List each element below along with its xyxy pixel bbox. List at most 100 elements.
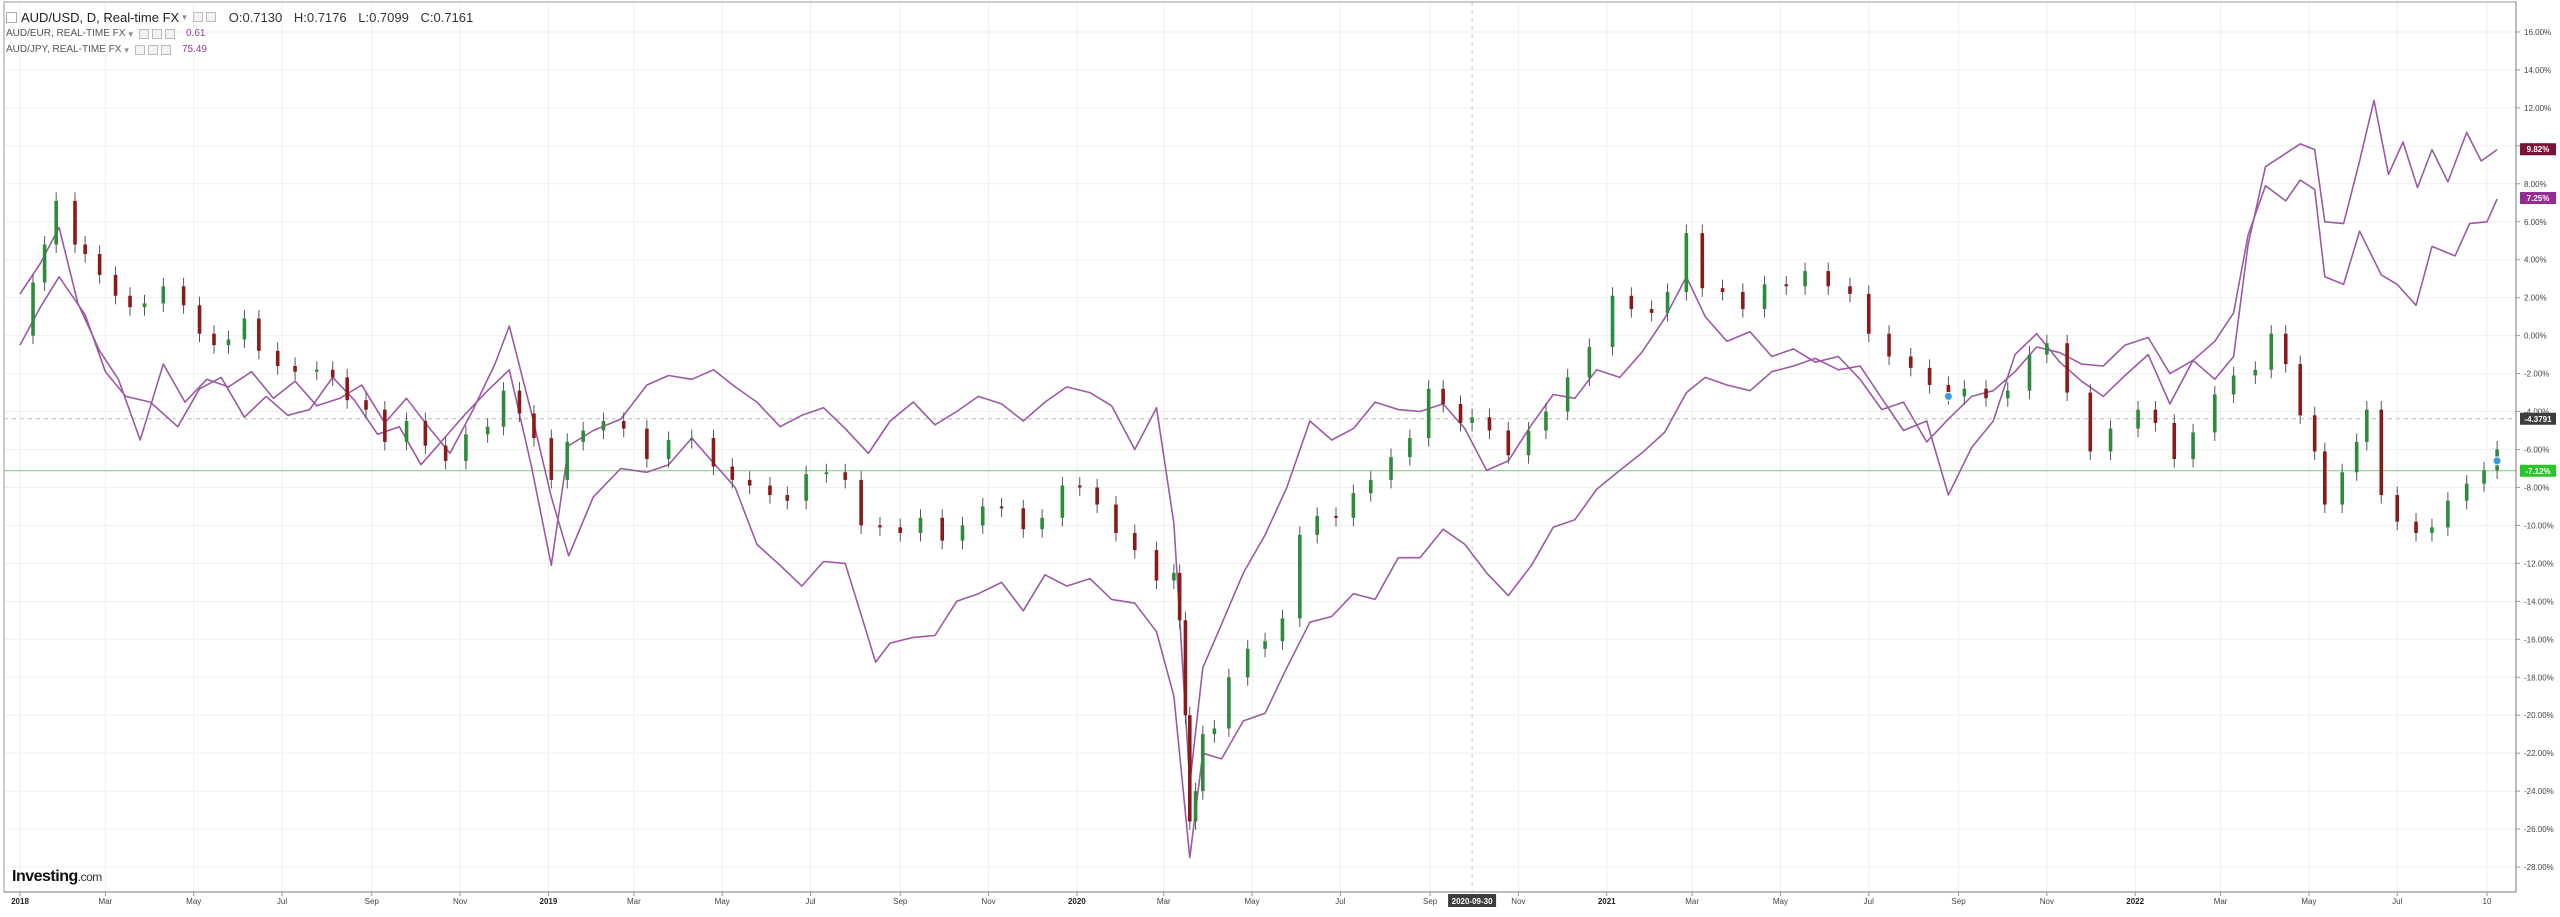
candle xyxy=(2482,470,2486,484)
candle xyxy=(1587,347,1592,378)
candle xyxy=(181,286,186,306)
y-tick-label: 0.00% xyxy=(2524,332,2547,341)
candle xyxy=(2191,432,2195,459)
candle xyxy=(2340,472,2344,505)
candle xyxy=(1762,284,1767,310)
candle xyxy=(2446,500,2450,528)
chart-legend: AUD/USD, D, Real-time FX ▾ O:0.7130 H:0.… xyxy=(6,8,481,58)
candle xyxy=(2172,422,2177,459)
candle xyxy=(898,527,903,534)
candle xyxy=(2323,451,2327,505)
x-tick-label: Nov xyxy=(981,897,995,906)
x-tick-label: May xyxy=(2301,897,2316,906)
candle xyxy=(1183,620,1188,716)
x-tick-label: 10 xyxy=(2483,897,2492,906)
y-tick-label: 6.00% xyxy=(2524,218,2547,227)
crosshair-date-text: 2020-09-30 xyxy=(1452,897,1493,906)
x-tick-label: Nov xyxy=(2040,897,2054,906)
legend-compare-value: 75.49 xyxy=(181,44,207,55)
price-tag-current xyxy=(2520,464,2556,477)
x-tick-label: Sep xyxy=(1423,897,1438,906)
candle xyxy=(1426,388,1431,439)
legend-ohlc: O:0.7130 H:0.7176 L:0.7099 C:0.7161 xyxy=(229,11,482,24)
legend-compare-symbol[interactable]: AUD/JPY, REAL-TIME FX xyxy=(6,44,122,55)
last-price-marker[interactable] xyxy=(2492,456,2502,466)
y-tick-label: -12.00% xyxy=(2524,559,2554,568)
legend-main-row[interactable]: AUD/USD, D, Real-time FX ▾ O:0.7130 H:0.… xyxy=(6,8,481,26)
candle xyxy=(1193,791,1198,822)
x-tick-label: May xyxy=(1773,897,1788,906)
candle xyxy=(1172,572,1176,581)
collapse-icon[interactable] xyxy=(6,11,17,23)
crosshair-date-tag xyxy=(1448,894,1497,907)
candle xyxy=(2354,441,2359,473)
candle xyxy=(1649,309,1654,313)
candle xyxy=(1334,515,1338,518)
close-icon[interactable] xyxy=(160,45,171,55)
legend-compare-symbol[interactable]: AUD/EUR, REAL-TIME FX xyxy=(6,28,126,39)
settings-icon[interactable] xyxy=(134,45,145,55)
candle xyxy=(330,369,335,378)
candle xyxy=(2045,343,2049,355)
close-icon[interactable] xyxy=(165,29,175,39)
y-tick-label: 12.00% xyxy=(2524,104,2551,113)
candle xyxy=(345,377,349,401)
legend-compare-row[interactable]: AUD/JPY, REAL-TIME FX ▾ 75.49 xyxy=(6,42,481,58)
y-tick-label: -14.00% xyxy=(2524,597,2554,606)
candle xyxy=(999,506,1004,509)
caret-down-icon[interactable]: ▾ xyxy=(124,44,129,55)
y-axis: 16.00%14.00%12.00%10.00%8.00%6.00%4.00%2… xyxy=(2516,28,2554,872)
legend-main-symbol[interactable]: AUD/USD, D, Real-time FX xyxy=(21,9,180,25)
price-tag-eur xyxy=(2520,143,2556,156)
candle xyxy=(1984,388,1988,399)
x-tick-label: Jul xyxy=(1335,897,1345,906)
settings-icon[interactable] xyxy=(192,12,203,22)
x-tick-label: Sep xyxy=(365,897,380,906)
candle xyxy=(97,254,102,275)
candle xyxy=(1060,485,1065,518)
candle xyxy=(1927,367,1932,385)
x-tick-label: Nov xyxy=(1511,897,1525,906)
candle xyxy=(1665,291,1670,313)
x-tick-label: Jul xyxy=(277,897,287,906)
candle xyxy=(1684,233,1689,292)
candle xyxy=(1132,533,1137,551)
x-tick-label: Mar xyxy=(627,897,641,906)
x-tick-label: Sep xyxy=(1951,897,1966,906)
candle xyxy=(918,517,923,534)
candle xyxy=(980,506,985,526)
candle xyxy=(804,474,808,501)
x-tick-label: 2021 xyxy=(1598,897,1616,906)
caret-down-icon[interactable]: ▾ xyxy=(128,28,133,39)
candle xyxy=(226,339,231,346)
candle xyxy=(2153,409,2158,423)
candle xyxy=(1408,438,1412,458)
candle xyxy=(1848,286,1852,294)
eye-icon[interactable] xyxy=(152,29,162,39)
legend-compare-row[interactable]: AUD/EUR, REAL-TIME FX ▾ 0.61 xyxy=(6,26,481,42)
x-tick-label: 2022 xyxy=(2126,897,2144,906)
y-tick-label: -4.00% xyxy=(2524,408,2549,417)
legend-open: O:0.7130 xyxy=(228,9,283,25)
brand-logo: Investing.com xyxy=(12,868,102,886)
x-tick-label: 2020 xyxy=(1068,897,1086,906)
eye-icon[interactable] xyxy=(205,12,216,22)
event-marker[interactable] xyxy=(1943,391,1953,401)
candle xyxy=(768,485,772,496)
caret-down-icon[interactable]: ▾ xyxy=(182,11,187,22)
candle xyxy=(293,365,297,372)
settings-icon[interactable] xyxy=(139,29,149,39)
candle xyxy=(1720,288,1725,292)
candle xyxy=(142,303,147,308)
logo-brand: Investing xyxy=(12,868,78,885)
legend-high: H:0.7176 xyxy=(293,9,347,25)
y-tick-label: -6.00% xyxy=(2524,446,2549,455)
eye-icon[interactable] xyxy=(147,45,158,55)
x-tick-label: May xyxy=(1244,897,1259,906)
candle xyxy=(517,390,522,414)
candle xyxy=(1095,487,1099,505)
candle xyxy=(1908,356,1913,368)
candle xyxy=(485,426,490,435)
